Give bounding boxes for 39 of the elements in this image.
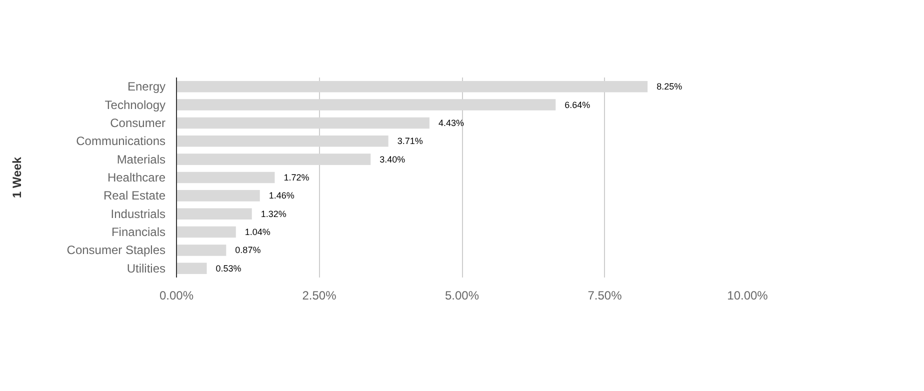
data-label: 8.25% xyxy=(656,82,682,92)
data-label: 1.72% xyxy=(284,172,310,182)
data-label: 3.71% xyxy=(397,136,423,146)
y-tick-label: Consumer xyxy=(110,116,166,130)
x-tick-label: 0.00% xyxy=(159,288,194,302)
x-tick-label: 7.50% xyxy=(588,288,622,302)
data-label: 0.53% xyxy=(216,263,242,274)
x-tick-label: 5.00% xyxy=(444,288,480,302)
bar xyxy=(176,99,556,110)
y-tick-label: Energy xyxy=(127,80,166,94)
bar xyxy=(176,244,226,256)
data-label: 0.87% xyxy=(235,245,261,256)
bar xyxy=(176,262,207,274)
data-label: 4.43% xyxy=(438,118,464,128)
bar xyxy=(176,117,430,129)
data-label: 1.32% xyxy=(260,208,286,219)
y-tick-label: Materials xyxy=(116,152,166,166)
bar xyxy=(176,190,260,202)
bar xyxy=(176,208,252,220)
y-axis-title: 1 Week xyxy=(10,156,24,198)
bar xyxy=(176,154,371,165)
y-tick-label: Utilities xyxy=(126,261,166,276)
y-tick-label: Real Estate xyxy=(103,188,166,203)
data-label: 3.40% xyxy=(380,154,406,164)
data-label: 1.04% xyxy=(244,227,270,238)
bar xyxy=(176,136,388,147)
bar xyxy=(176,226,236,238)
x-tick-label: 2.50% xyxy=(302,288,337,302)
y-tick-label: Financials xyxy=(111,225,166,240)
y-tick-label: Consumer Staples xyxy=(66,243,166,258)
bar xyxy=(176,80,648,92)
bar xyxy=(176,172,275,184)
data-label: 6.64% xyxy=(564,100,590,110)
y-tick-label: Healthcare xyxy=(107,170,166,184)
data-label: 1.46% xyxy=(268,190,294,201)
y-tick-label: Technology xyxy=(104,98,166,112)
y-tick-label: Industrials xyxy=(110,206,166,221)
y-tick-label: Communications xyxy=(76,134,166,148)
x-tick-label: 10.00% xyxy=(727,288,768,302)
